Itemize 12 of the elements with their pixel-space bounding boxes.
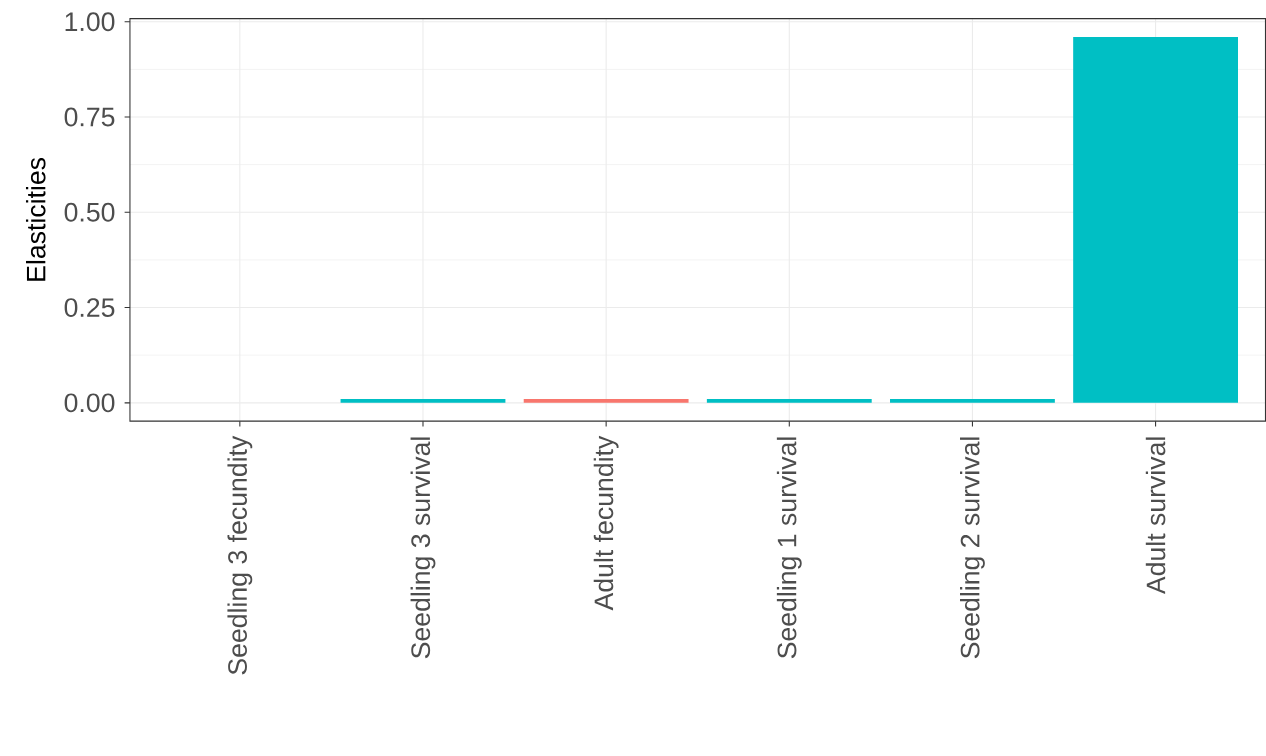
y-axis-title: Elasticities [25,158,46,281]
x-tick-label: Adult fecundity [593,435,619,611]
y-tick-label: 0.75 [64,107,115,127]
x-tick-label: Adult survival [1145,437,1166,595]
y-tick-label: 1.00 [65,12,115,32]
x-tick-label: Seedling 3 fecundity [227,435,253,675]
x-tick-label: Seedling 2 survival [960,437,985,659]
y-tick-label: 0.25 [64,298,115,318]
y-tick-label: 0.50 [64,203,115,222]
x-tick-label: Seedling 1 survival [776,437,802,659]
y-tick-label: 0.00 [64,393,115,413]
x-tick-label: Seedling 3 survival [410,437,436,659]
